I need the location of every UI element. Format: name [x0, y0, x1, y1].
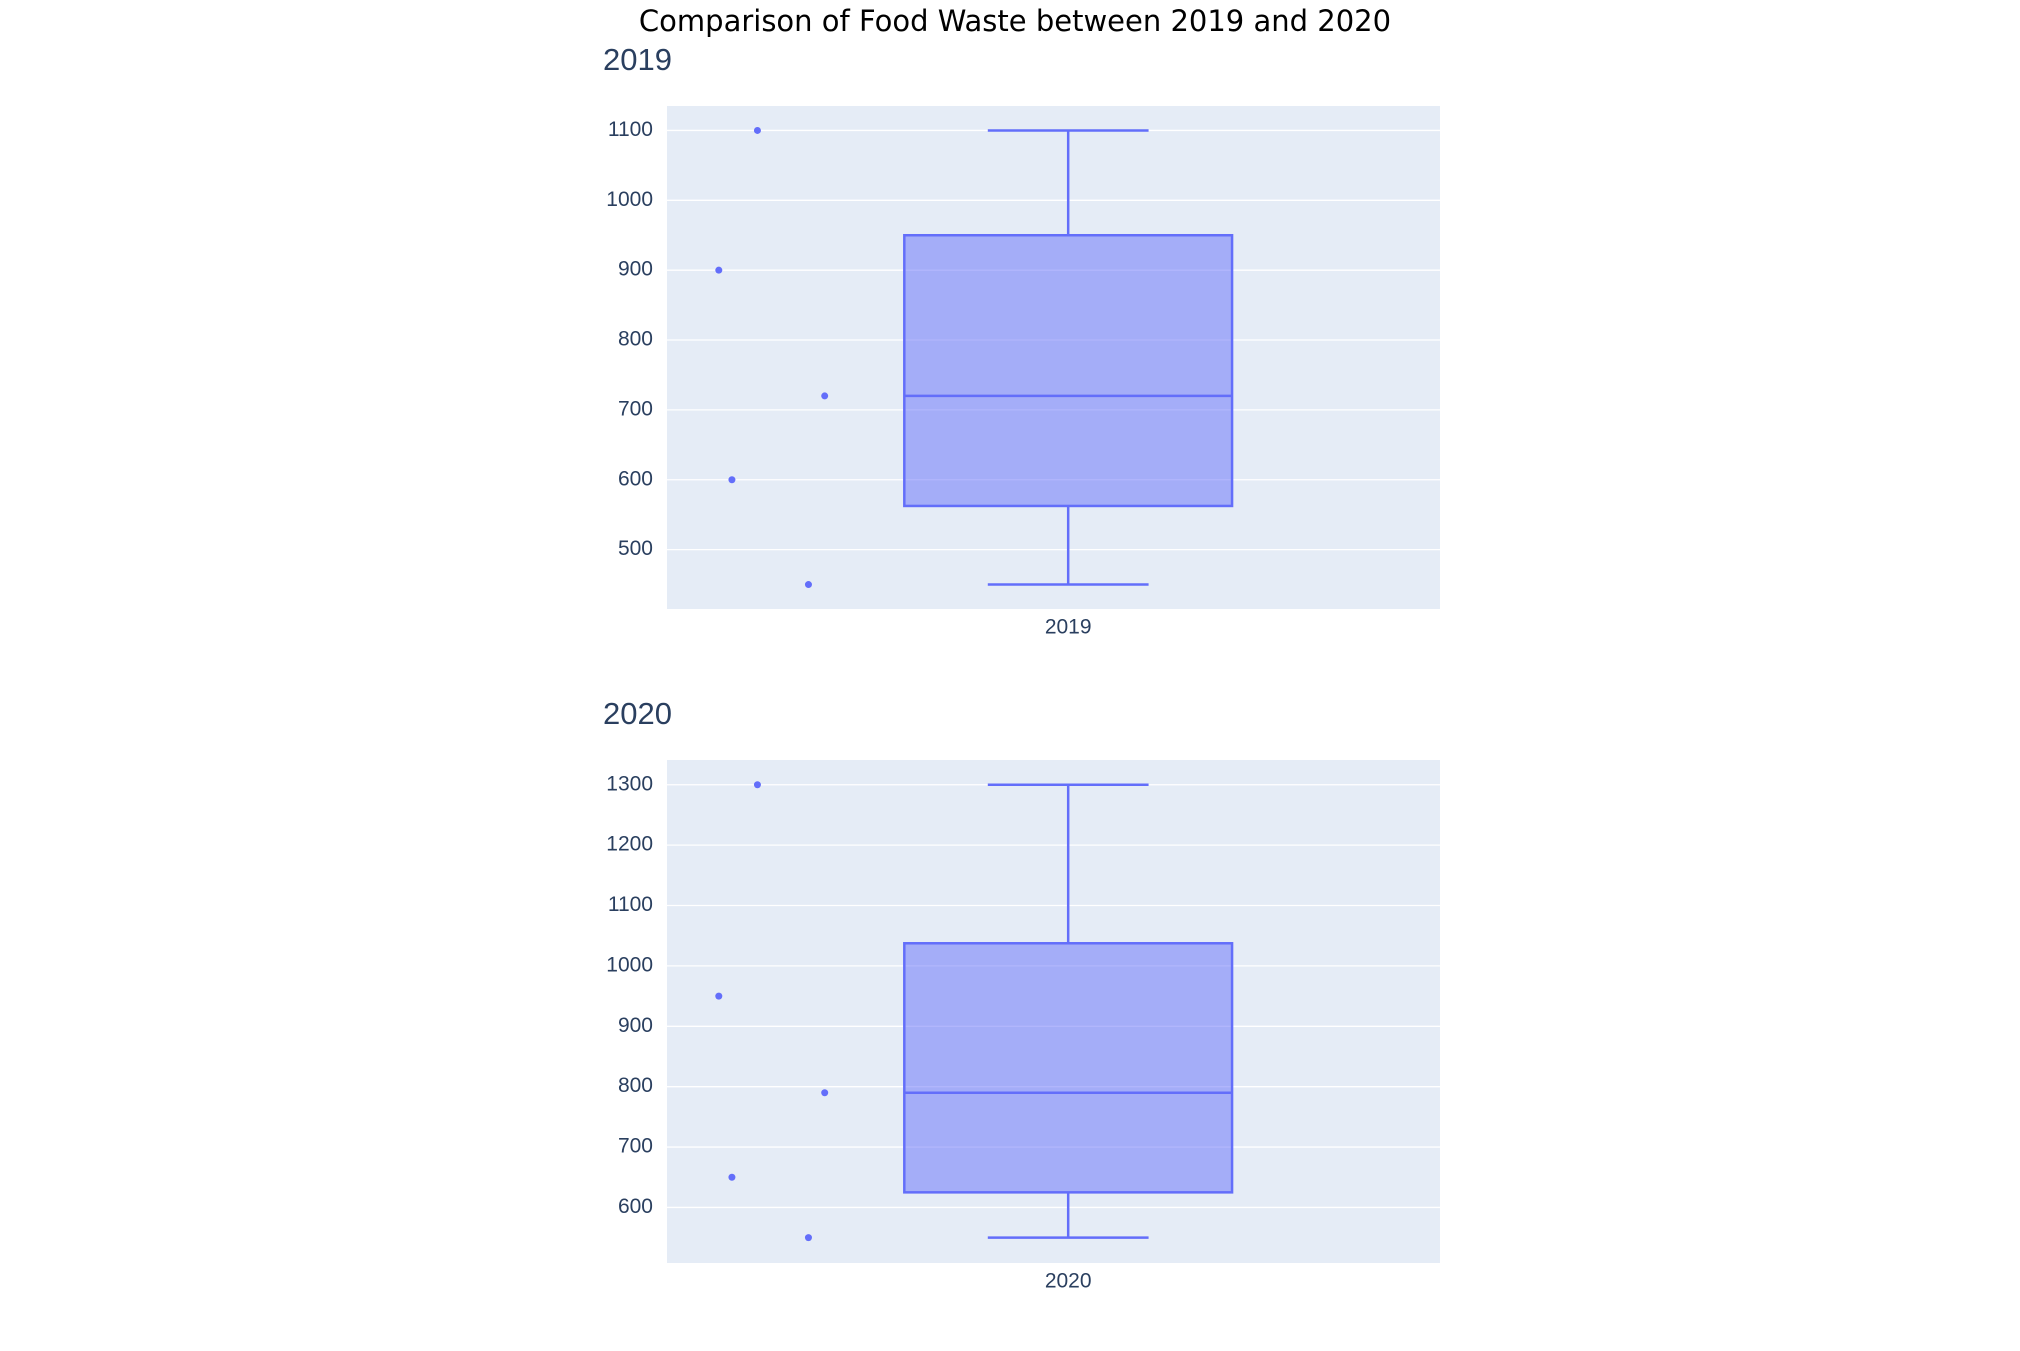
y-tick-label: 600	[618, 1195, 653, 1218]
y-tick-label: 500	[618, 537, 653, 560]
point	[821, 392, 829, 400]
point	[804, 1234, 812, 1242]
y-tick-label: 700	[618, 397, 653, 420]
y-tick-label: 1100	[608, 893, 653, 916]
point	[728, 1173, 736, 1181]
subplot-title: 2019	[603, 42, 672, 77]
box	[903, 233, 1234, 508]
y-tick-label: 1200	[606, 833, 653, 856]
box	[903, 942, 1234, 1194]
y-tick-label: 900	[618, 258, 653, 281]
chart-title: Comparison of Food Waste between 2019 an…	[639, 4, 1391, 38]
point	[715, 266, 723, 274]
y-tick-label: 1300	[606, 772, 653, 795]
y-tick-label: 700	[618, 1135, 653, 1158]
x-tick-label: 2020	[1045, 1270, 1092, 1293]
y-tick-label: 600	[618, 467, 653, 490]
point	[728, 476, 736, 484]
y-tick-label: 1100	[608, 118, 653, 141]
y-tick-label: 1000	[606, 953, 653, 976]
point	[804, 581, 812, 589]
point	[753, 781, 761, 789]
point	[821, 1089, 829, 1097]
y-tick-label: 900	[618, 1014, 653, 1037]
y-tick-label: 800	[618, 328, 653, 351]
point	[715, 992, 723, 1000]
x-tick-label: 2019	[1045, 616, 1092, 639]
subplot-title: 2020	[603, 696, 672, 731]
y-tick-label: 800	[618, 1074, 653, 1097]
y-tick-label: 1000	[606, 188, 653, 211]
point	[753, 126, 761, 134]
